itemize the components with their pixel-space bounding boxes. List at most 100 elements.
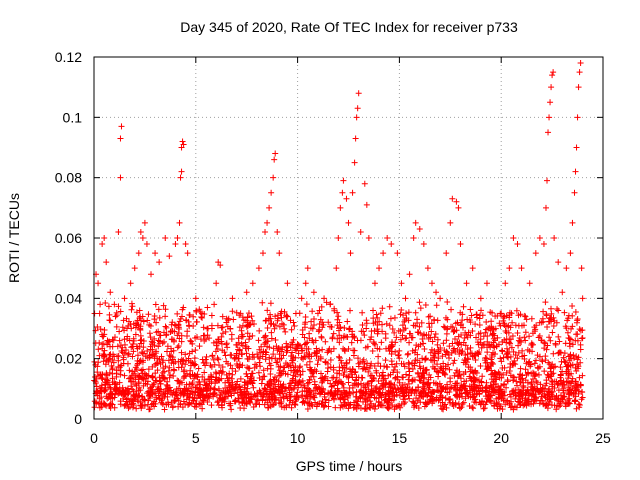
data-point-background <box>340 345 347 352</box>
data-point-background <box>565 384 572 391</box>
y-tick-label: 0.04 <box>55 290 82 306</box>
data-point-background <box>382 335 389 342</box>
data-point <box>457 241 464 248</box>
data-point <box>449 195 456 202</box>
data-point-background <box>467 350 474 357</box>
data-point-background <box>295 384 302 391</box>
data-point-background <box>242 345 249 352</box>
data-point-background <box>223 358 230 365</box>
data-point-background <box>522 337 529 344</box>
data-point-background <box>494 334 501 341</box>
data-point-background <box>557 374 564 381</box>
data-point <box>131 265 138 272</box>
data-point-background <box>96 352 103 359</box>
data-point-background <box>317 370 324 377</box>
data-point-background <box>93 383 100 390</box>
data-point-background <box>231 385 238 392</box>
data-point <box>115 228 122 235</box>
data-point-background <box>129 353 136 360</box>
data-point <box>335 235 342 241</box>
data-point-background <box>301 382 308 389</box>
data-point-background <box>260 390 267 397</box>
data-point-background <box>244 321 251 328</box>
data-point-background <box>264 324 271 331</box>
data-point-background <box>579 327 586 334</box>
data-point-background <box>140 344 147 351</box>
data-point-background <box>490 381 497 388</box>
data-point-background <box>536 363 543 370</box>
data-point-background <box>298 381 305 388</box>
data-point-background <box>120 317 127 324</box>
data-point-background <box>118 390 125 397</box>
data-point-background <box>256 359 263 366</box>
data-point <box>536 235 543 241</box>
data-point-background <box>365 368 372 375</box>
data-point-background <box>91 310 98 317</box>
data-point-background <box>282 370 289 377</box>
data-point-background <box>206 376 213 383</box>
data-point-background <box>566 395 573 402</box>
data-point-background <box>509 319 516 326</box>
data-point-background <box>422 301 429 308</box>
data-point-background <box>138 317 145 324</box>
data-point-background <box>189 359 196 366</box>
data-point-background <box>427 313 434 320</box>
data-point-background <box>94 323 101 330</box>
data-point-background <box>452 320 459 327</box>
data-point-background <box>401 363 408 370</box>
data-point-background <box>413 395 420 402</box>
data-point-background <box>543 346 550 353</box>
data-point-background <box>113 367 120 374</box>
data-point-background <box>325 397 332 404</box>
data-point-background <box>140 338 147 345</box>
data-point-background <box>363 364 370 371</box>
data-point-background <box>361 395 368 402</box>
data-point-background <box>556 338 563 345</box>
data-point-background <box>275 345 282 352</box>
data-point <box>270 174 277 181</box>
data-point-background <box>322 396 329 403</box>
data-point-background <box>101 381 108 388</box>
data-point-background <box>314 361 321 368</box>
data-point-background <box>295 341 302 348</box>
data-point <box>121 295 128 302</box>
data-point-background <box>398 388 405 395</box>
data-point-background <box>322 338 329 345</box>
data-point-background <box>192 347 199 354</box>
data-point-background <box>155 306 162 313</box>
data-point-background <box>327 388 334 395</box>
data-point-background <box>553 406 560 413</box>
data-point-background <box>302 354 309 361</box>
data-point-background <box>373 369 380 376</box>
data-point-background <box>178 338 185 345</box>
data-point-background <box>101 388 108 395</box>
data-point <box>376 265 383 272</box>
data-point <box>410 235 417 241</box>
data-point <box>354 105 361 112</box>
data-point-background <box>121 372 128 379</box>
data-point-background <box>482 388 489 395</box>
data-point-background <box>203 387 210 394</box>
data-point-background <box>572 309 579 316</box>
data-point-background <box>261 401 268 408</box>
data-point-background <box>171 397 178 404</box>
data-point-background <box>208 325 215 332</box>
data-point-background <box>387 371 394 378</box>
data-point-background <box>548 391 555 398</box>
data-point-background <box>380 402 387 409</box>
data-point-background <box>190 397 197 404</box>
data-point <box>416 225 423 232</box>
data-point-background <box>512 392 519 399</box>
data-point-background <box>522 366 529 373</box>
data-point-background <box>245 310 252 317</box>
data-point-background <box>337 404 344 411</box>
data-point-background <box>430 389 437 396</box>
data-point-background <box>268 329 275 336</box>
data-point-background <box>214 355 221 362</box>
data-point-background <box>249 317 256 324</box>
data-point-background <box>252 361 259 368</box>
data-point-background <box>351 347 358 354</box>
data-point-background <box>238 327 245 334</box>
data-point-background <box>267 401 274 408</box>
data-point-background <box>109 357 116 364</box>
